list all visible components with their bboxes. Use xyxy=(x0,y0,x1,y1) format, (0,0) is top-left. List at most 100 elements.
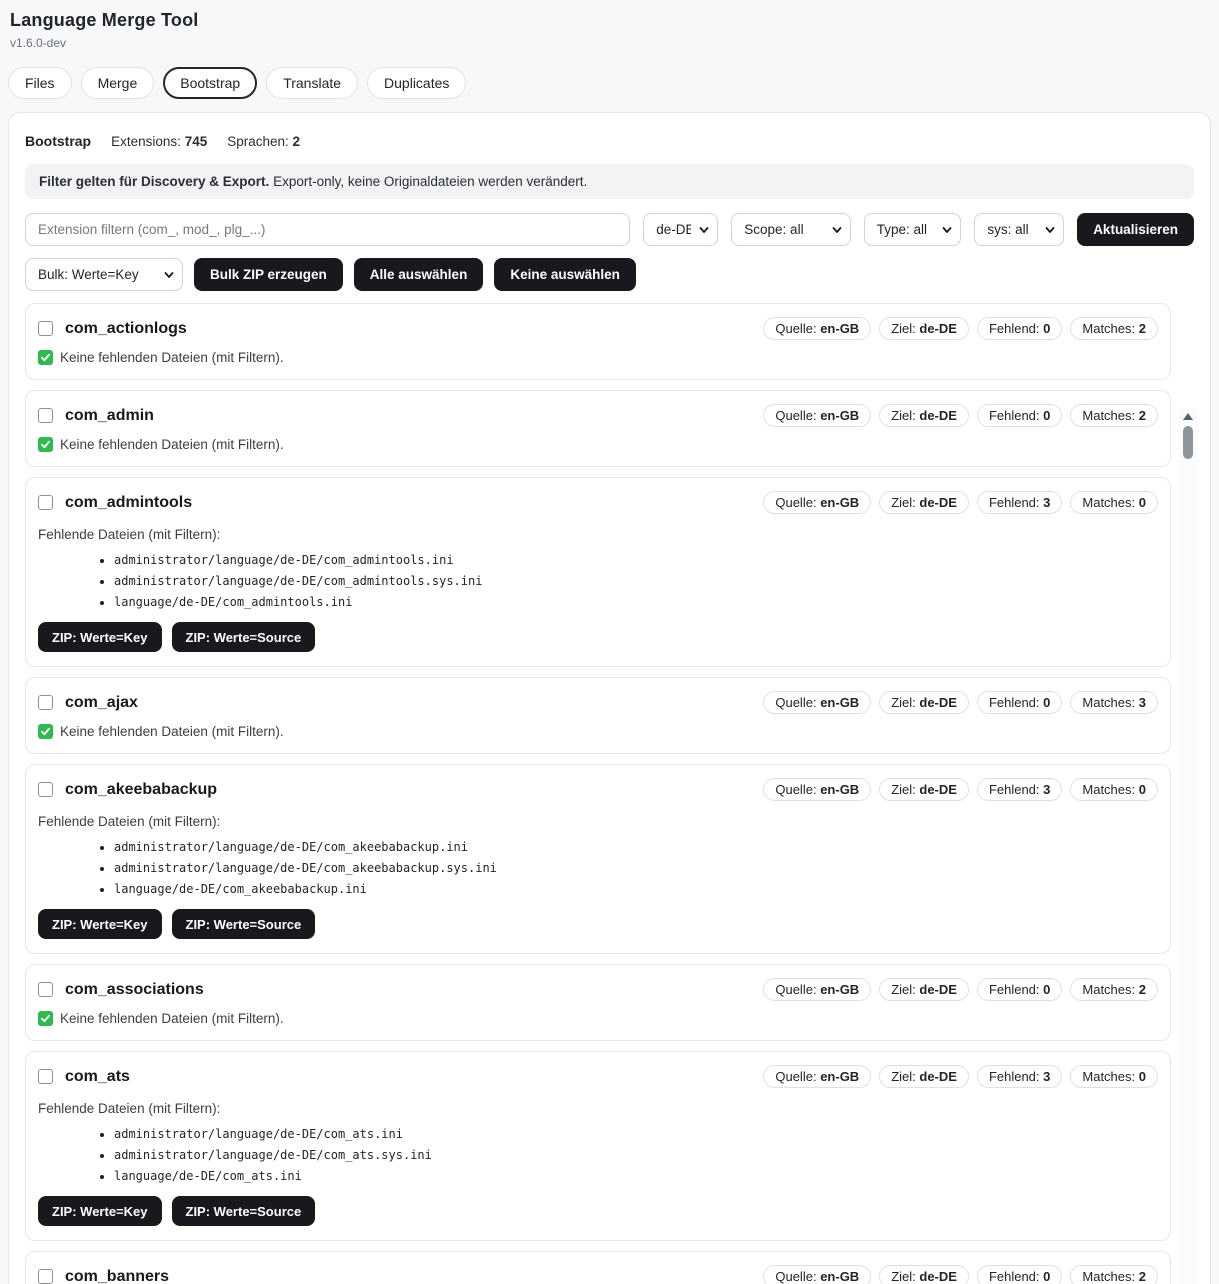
scope-select[interactable]: Scope: all xyxy=(731,213,851,246)
bulk-mode-select[interactable]: Bulk: Werte=Key xyxy=(25,258,183,291)
zip-werte-key-button[interactable]: ZIP: Werte=Key xyxy=(38,1196,162,1226)
missing-file-item: administrator/language/de-DE/com_akeebab… xyxy=(114,840,1158,854)
extension-card: com_ats Quelle: en-GB Ziel: de-DE Fehlen… xyxy=(25,1051,1171,1241)
zip-werte-key-button[interactable]: ZIP: Werte=Key xyxy=(38,909,162,939)
matches-badge: Matches: 0 xyxy=(1070,1065,1158,1088)
source-badge: Quelle: en-GB xyxy=(763,978,872,1001)
source-badge: Quelle: en-GB xyxy=(763,404,872,427)
source-badge: Quelle: en-GB xyxy=(763,691,872,714)
zip-button-row: ZIP: Werte=Key ZIP: Werte=Source xyxy=(38,909,1158,939)
matches-badge: Matches: 2 xyxy=(1070,1265,1158,1284)
extension-name: com_admintools xyxy=(65,493,193,511)
language-select-wrap: de-DE xyxy=(643,213,719,246)
extension-badges: Quelle: en-GB Ziel: de-DE Fehlend: 0 Mat… xyxy=(763,691,1158,714)
extension-badges: Quelle: en-GB Ziel: de-DE Fehlend: 3 Mat… xyxy=(763,491,1158,514)
list-scrollbar[interactable] xyxy=(1179,409,1197,1284)
green-check-icon xyxy=(38,724,53,739)
tab-duplicates[interactable]: Duplicates xyxy=(367,67,467,99)
select-all-button[interactable]: Alle auswählen xyxy=(353,258,484,291)
extension-checkbox[interactable] xyxy=(38,1269,53,1284)
missing-file-list: administrator/language/de-DE/com_akeebab… xyxy=(114,840,1158,896)
zip-werte-source-button[interactable]: ZIP: Werte=Source xyxy=(171,622,316,652)
extensions-label: Extensions: xyxy=(111,134,181,149)
sys-select[interactable]: sys: all xyxy=(974,213,1065,246)
extensions-count: 745 xyxy=(184,134,208,149)
target-badge: Ziel: de-DE xyxy=(879,317,969,340)
missing-badge: Fehlend: 0 xyxy=(976,404,1063,427)
tab-translate[interactable]: Translate xyxy=(266,67,359,99)
tab-bootstrap[interactable]: Bootstrap xyxy=(163,67,258,99)
extension-checkbox[interactable] xyxy=(38,495,53,510)
missing-badge: Fehlend: 3 xyxy=(976,1065,1063,1088)
extension-card-header: com_admintools Quelle: en-GB Ziel: de-DE… xyxy=(38,491,1158,514)
no-missing-files-text: Keine fehlenden Dateien (mit Filtern). xyxy=(60,350,284,365)
bulk-actions-row: Bulk: Werte=Key Bulk ZIP erzeugen Alle a… xyxy=(25,258,1194,291)
no-missing-files-line: Keine fehlenden Dateien (mit Filtern). xyxy=(38,724,1158,739)
extension-name: com_actionlogs xyxy=(65,319,187,337)
target-badge: Ziel: de-DE xyxy=(879,778,969,801)
tab-merge[interactable]: Merge xyxy=(80,67,155,99)
scrollbar-thumb[interactable] xyxy=(1183,426,1193,459)
source-badge: Quelle: en-GB xyxy=(763,491,872,514)
extension-badges: Quelle: en-GB Ziel: de-DE Fehlend: 3 Mat… xyxy=(763,1065,1158,1088)
languages-label: Sprachen: xyxy=(227,134,289,149)
extension-card: com_admin Quelle: en-GB Ziel: de-DE Fehl… xyxy=(25,390,1171,467)
extension-name: com_associations xyxy=(65,980,204,998)
extension-name: com_banners xyxy=(65,1267,170,1284)
extension-badges: Quelle: en-GB Ziel: de-DE Fehlend: 0 Mat… xyxy=(763,1265,1158,1284)
zip-werte-source-button[interactable]: ZIP: Werte=Source xyxy=(171,1196,316,1226)
no-missing-files-text: Keine fehlenden Dateien (mit Filtern). xyxy=(60,724,284,739)
extension-checkbox[interactable] xyxy=(38,782,53,797)
extension-badges: Quelle: en-GB Ziel: de-DE Fehlend: 0 Mat… xyxy=(763,317,1158,340)
missing-file-item: administrator/language/de-DE/com_akeebab… xyxy=(114,861,1158,875)
extension-checkbox[interactable] xyxy=(38,695,53,710)
extension-card: com_banners Quelle: en-GB Ziel: de-DE Fe… xyxy=(25,1251,1171,1284)
missing-badge: Fehlend: 0 xyxy=(976,691,1063,714)
extension-card: com_admintools Quelle: en-GB Ziel: de-DE… xyxy=(25,477,1171,667)
filter-notice-rest: Export-only, keine Originaldateien werde… xyxy=(269,174,588,189)
refresh-button[interactable]: Aktualisieren xyxy=(1077,213,1194,246)
type-select[interactable]: Type: all xyxy=(863,213,962,246)
source-badge: Quelle: en-GB xyxy=(763,1065,872,1088)
extension-card-header: com_associations Quelle: en-GB Ziel: de-… xyxy=(38,978,1158,1001)
extension-card-header: com_akeebabackup Quelle: en-GB Ziel: de-… xyxy=(38,778,1158,801)
extension-checkbox[interactable] xyxy=(38,1069,53,1084)
bulk-zip-button[interactable]: Bulk ZIP erzeugen xyxy=(194,258,343,291)
extension-badges: Quelle: en-GB Ziel: de-DE Fehlend: 0 Mat… xyxy=(763,404,1158,427)
no-missing-files-text: Keine fehlenden Dateien (mit Filtern). xyxy=(60,437,284,452)
zip-werte-key-button[interactable]: ZIP: Werte=Key xyxy=(38,622,162,652)
matches-badge: Matches: 0 xyxy=(1070,778,1158,801)
panel-title: Bootstrap xyxy=(25,133,92,149)
tab-files[interactable]: Files xyxy=(8,67,72,99)
tab-bar: Files Merge Bootstrap Translate Duplicat… xyxy=(8,67,1219,99)
green-check-icon xyxy=(38,1011,53,1026)
missing-file-list: administrator/language/de-DE/com_adminto… xyxy=(114,553,1158,609)
scrollbar-up-arrow-icon[interactable] xyxy=(1183,413,1193,420)
zip-werte-source-button[interactable]: ZIP: Werte=Source xyxy=(171,909,316,939)
source-badge: Quelle: en-GB xyxy=(763,317,872,340)
zip-button-row: ZIP: Werte=Key ZIP: Werte=Source xyxy=(38,622,1158,652)
missing-file-item: administrator/language/de-DE/com_ats.sys… xyxy=(114,1148,1158,1162)
target-badge: Ziel: de-DE xyxy=(879,404,969,427)
extension-list: com_actionlogs Quelle: en-GB Ziel: de-DE… xyxy=(25,303,1171,1284)
select-none-button[interactable]: Keine auswählen xyxy=(494,258,636,291)
no-missing-files-line: Keine fehlenden Dateien (mit Filtern). xyxy=(38,1011,1158,1026)
source-badge: Quelle: en-GB xyxy=(763,778,872,801)
extension-filter-input[interactable] xyxy=(25,213,631,246)
missing-file-item: language/de-DE/com_ats.ini xyxy=(114,1169,1158,1183)
extension-card-header: com_ajax Quelle: en-GB Ziel: de-DE Fehle… xyxy=(38,691,1158,714)
missing-file-item: administrator/language/de-DE/com_adminto… xyxy=(114,574,1158,588)
extension-card-header: com_ats Quelle: en-GB Ziel: de-DE Fehlen… xyxy=(38,1065,1158,1088)
extension-checkbox[interactable] xyxy=(38,321,53,336)
app-title: Language Merge Tool xyxy=(10,10,199,30)
extension-checkbox[interactable] xyxy=(38,408,53,423)
matches-badge: Matches: 3 xyxy=(1070,691,1158,714)
missing-badge: Fehlend: 0 xyxy=(976,978,1063,1001)
filter-notice-bold: Filter gelten für Discovery & Export. xyxy=(39,174,270,189)
missing-badge: Fehlend: 3 xyxy=(976,491,1063,514)
zip-button-row: ZIP: Werte=Key ZIP: Werte=Source xyxy=(38,1196,1158,1226)
extension-checkbox[interactable] xyxy=(38,982,53,997)
missing-file-list: administrator/language/de-DE/com_ats.ini… xyxy=(114,1127,1158,1183)
extension-card: com_actionlogs Quelle: en-GB Ziel: de-DE… xyxy=(25,303,1171,380)
language-select[interactable]: de-DE xyxy=(643,213,719,246)
